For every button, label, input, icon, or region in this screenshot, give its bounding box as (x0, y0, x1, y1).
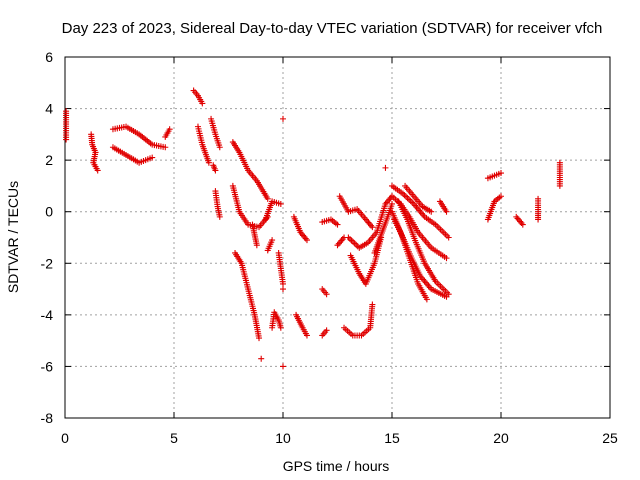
y-tick-label: -4 (41, 307, 54, 323)
data-point (149, 154, 156, 161)
x-tick-label: 20 (493, 430, 509, 446)
data-point (389, 200, 395, 207)
data-point (498, 170, 504, 177)
tick-labels: 0 5 10 15 20 25 -8 -6 -4 -2 0 2 4 6 (41, 49, 618, 446)
y-tick-label: -6 (41, 358, 54, 374)
data-point (205, 159, 212, 166)
y-axis-label: SDTVAR / TECUs (5, 181, 21, 293)
grid (65, 57, 610, 418)
data-point (277, 324, 284, 331)
y-tick-label: 2 (45, 152, 53, 168)
data-point (216, 213, 223, 220)
data-point (94, 167, 101, 174)
x-tick-label: 10 (275, 430, 291, 446)
data-point (303, 237, 310, 244)
data-point (280, 280, 286, 287)
data-point (303, 332, 310, 339)
data-point (445, 291, 452, 298)
data-point (382, 164, 389, 171)
x-axis-label: GPS time / hours (283, 458, 390, 474)
data-point (162, 144, 169, 151)
data-point (428, 208, 435, 215)
data-point (556, 182, 563, 189)
data-point (256, 335, 263, 342)
data-point (258, 355, 265, 362)
data-point (166, 126, 173, 133)
axis-ticks (64, 56, 611, 419)
data-point (323, 291, 330, 298)
y-tick-label: 4 (45, 101, 53, 117)
x-tick-label: 0 (61, 430, 69, 446)
data-point (280, 363, 286, 370)
data-point (445, 234, 452, 241)
x-tick-label: 15 (384, 430, 400, 446)
data-point (369, 301, 376, 308)
data-point (443, 208, 450, 215)
y-tick-label: 0 (45, 204, 53, 220)
data-point (535, 216, 542, 223)
data-point (323, 327, 330, 334)
data-point (443, 255, 450, 262)
plot-frame (64, 56, 611, 419)
data-point (369, 224, 376, 231)
x-tick-label: 5 (170, 430, 178, 446)
data-point (63, 136, 70, 143)
y-tick-label: -2 (41, 255, 54, 271)
data-point (269, 237, 276, 244)
data-point (216, 144, 223, 151)
data-point (519, 221, 526, 228)
data-point (334, 221, 341, 228)
data-point (280, 286, 286, 293)
data-point (277, 200, 284, 207)
y-tick-label: -8 (41, 410, 54, 426)
data-point (253, 242, 260, 249)
data-point (199, 100, 206, 107)
chart-title: Day 223 of 2023, Sidereal Day-to-day VTE… (62, 20, 603, 37)
data-point (264, 195, 271, 202)
data-point (498, 193, 504, 200)
data-point (212, 167, 219, 174)
data-points (63, 87, 563, 370)
x-tick-label: 25 (602, 430, 618, 446)
data-point (280, 115, 286, 122)
data-point (423, 296, 430, 303)
y-tick-label: 6 (45, 49, 53, 65)
